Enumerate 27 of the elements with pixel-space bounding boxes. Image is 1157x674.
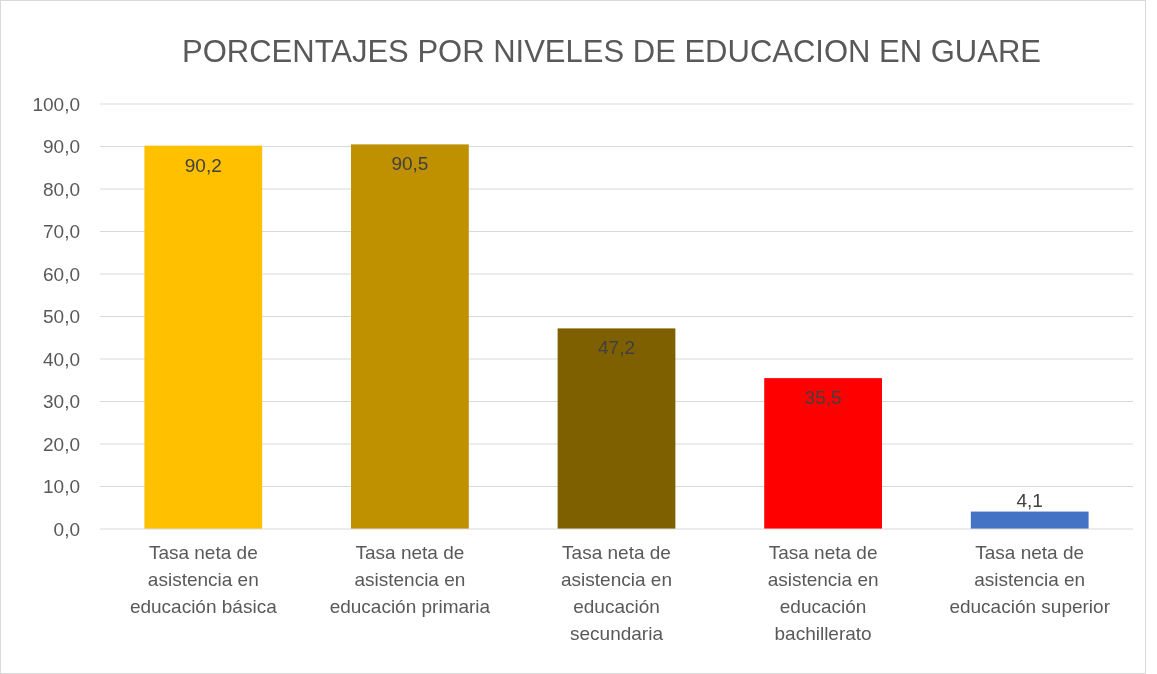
y-tick-label: 50,0 — [43, 306, 80, 328]
bar — [557, 328, 676, 529]
y-tick-label: 80,0 — [43, 178, 80, 200]
y-tick-label: 40,0 — [43, 348, 80, 370]
bar — [351, 144, 469, 529]
x-tick-label: Tasa neta de asistencia en educación bachillerato — [767, 542, 879, 644]
y-tick-label: 90,0 — [43, 136, 80, 158]
y-tick-label: 60,0 — [43, 263, 80, 285]
data-label: 47,2 — [598, 337, 635, 359]
y-tick-label: 10,0 — [43, 476, 80, 498]
bar — [764, 378, 882, 529]
data-label: 90,5 — [391, 153, 429, 175]
x-tick-label: Tasa neta de asistencia en educación secundaria — [561, 542, 672, 644]
data-label: 35,5 — [804, 387, 842, 409]
y-tick-label: 30,0 — [43, 391, 80, 413]
y-tick-label: 20,0 — [43, 433, 80, 455]
data-label: 4,1 — [1016, 489, 1043, 511]
bar — [970, 511, 1089, 529]
data-label: 90,2 — [184, 154, 222, 176]
y-tick-label: 70,0 — [43, 221, 80, 243]
y-tick-label: 100,0 — [32, 93, 80, 115]
x-tick-label: Tasa neta de asistencia en educación superior — [949, 542, 1111, 617]
bar — [144, 145, 263, 529]
y-tick-label: 0,0 — [53, 518, 80, 540]
chart-title: PORCENTAJES POR NIVELES DE EDUCACION EN GUARE — [182, 34, 1041, 69]
x-tick-label: Tasa neta de asistencia en educación básica — [129, 542, 278, 617]
x-tick-label: Tasa neta de asistencia en educación primaria — [329, 542, 491, 617]
